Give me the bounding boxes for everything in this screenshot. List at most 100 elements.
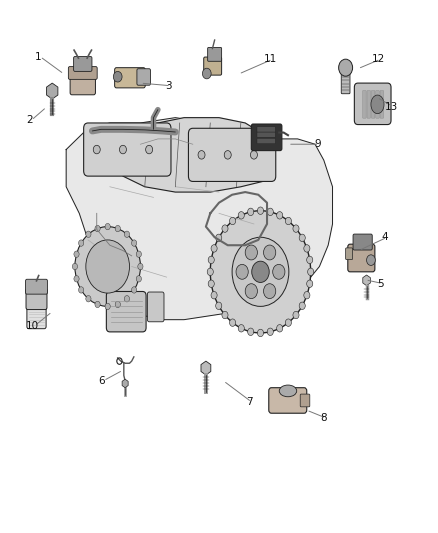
Text: 4: 4 bbox=[381, 232, 388, 243]
Circle shape bbox=[146, 146, 152, 154]
Circle shape bbox=[211, 245, 217, 252]
Circle shape bbox=[277, 212, 283, 219]
Circle shape bbox=[367, 255, 375, 265]
Circle shape bbox=[124, 296, 130, 302]
FancyBboxPatch shape bbox=[148, 292, 164, 322]
FancyBboxPatch shape bbox=[380, 91, 384, 118]
Circle shape bbox=[304, 245, 310, 252]
FancyBboxPatch shape bbox=[376, 91, 379, 118]
Circle shape bbox=[136, 276, 141, 282]
Circle shape bbox=[264, 245, 276, 260]
FancyBboxPatch shape bbox=[257, 132, 276, 138]
FancyBboxPatch shape bbox=[341, 68, 350, 94]
Circle shape bbox=[299, 234, 305, 241]
Circle shape bbox=[277, 325, 283, 332]
Text: 3: 3 bbox=[166, 81, 172, 91]
FancyBboxPatch shape bbox=[353, 234, 372, 250]
Circle shape bbox=[124, 231, 130, 237]
FancyBboxPatch shape bbox=[363, 91, 366, 118]
Circle shape bbox=[138, 263, 143, 270]
Circle shape bbox=[264, 284, 276, 298]
Ellipse shape bbox=[371, 95, 384, 114]
Text: 8: 8 bbox=[321, 413, 327, 423]
Circle shape bbox=[215, 302, 222, 310]
Circle shape bbox=[232, 237, 289, 306]
FancyBboxPatch shape bbox=[354, 83, 391, 125]
Circle shape bbox=[238, 325, 244, 332]
FancyBboxPatch shape bbox=[367, 91, 371, 118]
Text: 5: 5 bbox=[377, 279, 384, 288]
Circle shape bbox=[75, 227, 141, 306]
Circle shape bbox=[113, 71, 122, 82]
Circle shape bbox=[247, 328, 254, 335]
Circle shape bbox=[245, 284, 258, 298]
Circle shape bbox=[105, 303, 110, 310]
Circle shape bbox=[131, 287, 137, 293]
FancyBboxPatch shape bbox=[84, 123, 171, 176]
Circle shape bbox=[304, 292, 310, 299]
Circle shape bbox=[95, 301, 100, 308]
FancyBboxPatch shape bbox=[300, 394, 310, 407]
Text: 1: 1 bbox=[35, 52, 41, 61]
FancyBboxPatch shape bbox=[68, 67, 97, 79]
FancyBboxPatch shape bbox=[27, 303, 46, 329]
Ellipse shape bbox=[279, 385, 297, 397]
Circle shape bbox=[307, 256, 313, 264]
Circle shape bbox=[86, 231, 91, 237]
Text: 9: 9 bbox=[314, 139, 321, 149]
Text: 11: 11 bbox=[264, 54, 277, 64]
Circle shape bbox=[307, 280, 313, 287]
Circle shape bbox=[258, 207, 264, 214]
Circle shape bbox=[115, 301, 120, 308]
FancyBboxPatch shape bbox=[204, 57, 222, 75]
Circle shape bbox=[93, 146, 100, 154]
FancyBboxPatch shape bbox=[115, 68, 145, 88]
Circle shape bbox=[131, 240, 137, 246]
FancyBboxPatch shape bbox=[74, 56, 92, 71]
FancyBboxPatch shape bbox=[346, 248, 353, 260]
Polygon shape bbox=[66, 118, 332, 320]
Circle shape bbox=[72, 263, 78, 270]
FancyBboxPatch shape bbox=[257, 127, 276, 132]
FancyBboxPatch shape bbox=[251, 124, 282, 151]
Circle shape bbox=[251, 151, 258, 159]
Circle shape bbox=[238, 212, 244, 219]
Circle shape bbox=[208, 256, 214, 264]
Circle shape bbox=[74, 276, 79, 282]
FancyBboxPatch shape bbox=[188, 128, 276, 181]
FancyBboxPatch shape bbox=[26, 288, 47, 310]
Text: 6: 6 bbox=[98, 376, 104, 386]
Circle shape bbox=[307, 268, 314, 276]
Circle shape bbox=[230, 319, 236, 326]
Circle shape bbox=[267, 208, 273, 215]
Circle shape bbox=[230, 217, 236, 225]
Circle shape bbox=[245, 245, 258, 260]
Circle shape bbox=[115, 225, 120, 232]
Circle shape bbox=[273, 264, 285, 279]
Text: 12: 12 bbox=[372, 54, 385, 64]
FancyBboxPatch shape bbox=[25, 279, 47, 294]
Circle shape bbox=[222, 311, 228, 319]
Circle shape bbox=[236, 264, 248, 279]
FancyBboxPatch shape bbox=[106, 292, 146, 332]
Circle shape bbox=[267, 328, 273, 335]
Circle shape bbox=[285, 319, 291, 326]
FancyBboxPatch shape bbox=[348, 244, 375, 272]
FancyBboxPatch shape bbox=[208, 47, 222, 61]
Text: 13: 13 bbox=[385, 102, 398, 112]
Circle shape bbox=[95, 225, 100, 232]
Circle shape bbox=[105, 223, 110, 230]
Polygon shape bbox=[106, 118, 272, 192]
FancyBboxPatch shape bbox=[137, 69, 150, 85]
Circle shape bbox=[252, 261, 269, 282]
Text: 2: 2 bbox=[26, 115, 32, 125]
Circle shape bbox=[120, 146, 127, 154]
Circle shape bbox=[86, 296, 91, 302]
Circle shape bbox=[215, 234, 222, 241]
Circle shape bbox=[208, 280, 214, 287]
Text: 7: 7 bbox=[246, 397, 253, 407]
FancyBboxPatch shape bbox=[70, 70, 95, 95]
Circle shape bbox=[78, 287, 84, 293]
Circle shape bbox=[202, 68, 211, 79]
Circle shape bbox=[86, 240, 130, 293]
